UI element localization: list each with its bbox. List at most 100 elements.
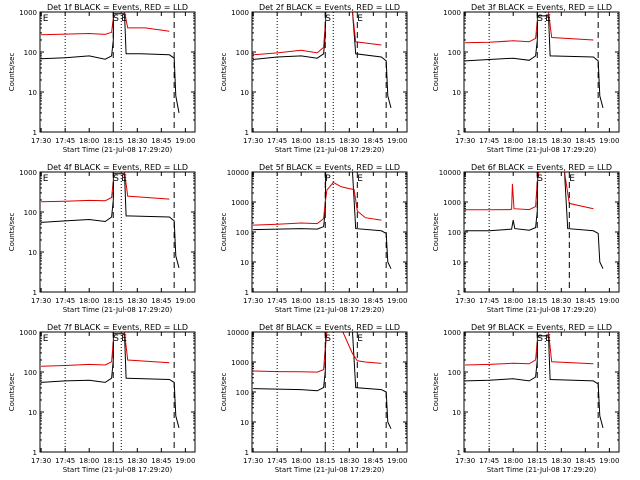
x-tick-label: 18:15 bbox=[103, 457, 123, 465]
x-tick-label: 18:30 bbox=[339, 137, 359, 145]
x-tick-label: 18:30 bbox=[127, 137, 147, 145]
phase-marker-label: E bbox=[121, 14, 127, 24]
panel-title: Det 6f BLACK = Events, RED = LLD bbox=[471, 163, 612, 172]
x-tick-label: 17:45 bbox=[267, 457, 287, 465]
plot-frame bbox=[251, 11, 408, 133]
y-tick-label: 1000 bbox=[443, 199, 461, 207]
x-tick-label: 18:30 bbox=[551, 457, 571, 465]
x-tick-label: 18:00 bbox=[291, 457, 311, 465]
x-tick-label: 18:30 bbox=[127, 297, 147, 305]
x-tick-label: 17:45 bbox=[267, 137, 287, 145]
y-tick-label: 1 bbox=[33, 129, 37, 137]
detector-panel-1: 1 10 100 1000 17:30 17:45 18:00 18:15 18:30 18:45… bbox=[8, 3, 196, 154]
phase-marker-label: E bbox=[357, 334, 363, 344]
y-tick-label: 100 bbox=[448, 229, 461, 237]
phase-marker-label: S bbox=[113, 14, 119, 24]
events-series-line bbox=[41, 333, 180, 429]
y-tick-label: 10 bbox=[452, 409, 461, 417]
y-axis-label: Counts/sec bbox=[8, 213, 16, 252]
phase-marker-label: E bbox=[121, 334, 127, 344]
plot-frame bbox=[463, 331, 620, 453]
x-tick-label: 17:45 bbox=[479, 297, 499, 305]
events-series-line bbox=[41, 13, 180, 113]
y-tick-label: 10000 bbox=[227, 169, 249, 177]
x-tick-label: 18:15 bbox=[103, 137, 123, 145]
x-tick-label: 19:00 bbox=[599, 137, 619, 145]
x-tick-label: 17:30 bbox=[31, 457, 51, 465]
x-tick-label: 18:15 bbox=[527, 457, 547, 465]
phase-marker-label: E bbox=[43, 334, 49, 344]
x-tick-label: 17:45 bbox=[267, 297, 287, 305]
x-tick-label: 17:30 bbox=[455, 137, 475, 145]
panel-title: Det 7f BLACK = Events, RED = LLD bbox=[47, 323, 188, 332]
x-tick-label: 18:15 bbox=[315, 457, 335, 465]
events-series-line bbox=[465, 172, 604, 269]
x-tick-label: 18:45 bbox=[363, 457, 383, 465]
x-tick-label: 17:30 bbox=[243, 297, 263, 305]
detector-panel-7: 1 10 100 1000 17:30 17:45 18:00 18:15 18:30 18:45… bbox=[8, 323, 196, 474]
lld-series-line bbox=[465, 172, 594, 211]
x-axis-label: Start Time (21-Jul-08 17:29:20) bbox=[487, 146, 597, 154]
y-axis-label: Counts/sec bbox=[8, 373, 16, 412]
x-tick-label: 17:30 bbox=[31, 137, 51, 145]
detector-panel-3: 1 10 100 1000 17:30 17:45 18:00 18:15 18:30 18:45… bbox=[432, 3, 620, 154]
x-tick-label: 17:30 bbox=[455, 297, 475, 305]
events-series-line bbox=[41, 173, 180, 269]
y-tick-label: 100 bbox=[236, 229, 249, 237]
phase-marker-label: E bbox=[121, 174, 127, 184]
x-axis-label: Start Time (21-Jul-08 17:29:20) bbox=[275, 466, 385, 474]
x-tick-label: 18:45 bbox=[575, 137, 595, 145]
y-tick-label: 1000 bbox=[443, 329, 461, 337]
phase-marker-label: E bbox=[357, 14, 363, 24]
panel-title: Det 9f BLACK = Events, RED = LLD bbox=[471, 323, 612, 332]
phase-marker-label: S bbox=[537, 174, 543, 184]
x-tick-label: 18:15 bbox=[527, 137, 547, 145]
x-tick-label: 18:00 bbox=[79, 137, 99, 145]
lld-series-line bbox=[41, 172, 170, 203]
y-tick-label: 100 bbox=[24, 369, 37, 377]
y-tick-label: 1 bbox=[245, 129, 249, 137]
plot-frame bbox=[251, 331, 408, 453]
y-tick-label: 1000 bbox=[231, 359, 249, 367]
x-tick-label: 17:45 bbox=[479, 457, 499, 465]
x-tick-label: 17:30 bbox=[243, 457, 263, 465]
x-axis-label: Start Time (21-Jul-08 17:29:20) bbox=[487, 466, 597, 474]
phase-marker-label: E bbox=[43, 14, 49, 24]
x-tick-label: 19:00 bbox=[175, 457, 195, 465]
y-tick-label: 1 bbox=[33, 289, 37, 297]
y-axis-label: Counts/sec bbox=[220, 213, 228, 252]
x-tick-label: 18:30 bbox=[551, 137, 571, 145]
phase-marker-label: E bbox=[569, 174, 575, 184]
y-tick-label: 100 bbox=[236, 49, 249, 57]
phase-marker-label: S bbox=[537, 334, 543, 344]
x-tick-label: 18:45 bbox=[151, 137, 171, 145]
phase-marker-label: E bbox=[357, 174, 363, 184]
y-tick-label: 10 bbox=[240, 89, 249, 97]
x-tick-label: 18:00 bbox=[79, 457, 99, 465]
y-tick-label: 1 bbox=[245, 289, 249, 297]
y-tick-label: 100 bbox=[448, 369, 461, 377]
x-axis-label: Start Time (21-Jul-08 17:29:20) bbox=[275, 146, 385, 154]
x-tick-label: 19:00 bbox=[387, 137, 407, 145]
detector-panel-5: 1 10 100 1000 10000 17:30 17:45 18:00 18:15 18:30… bbox=[220, 163, 408, 314]
y-tick-label: 10 bbox=[452, 259, 461, 267]
x-tick-label: 18:00 bbox=[503, 457, 523, 465]
x-tick-label: 17:45 bbox=[55, 137, 75, 145]
detector-panel-8: 1 10 100 1000 10000 17:30 17:45 18:00 18:15 18:30… bbox=[220, 323, 408, 474]
plot-frame bbox=[463, 11, 620, 133]
x-tick-label: 18:45 bbox=[151, 297, 171, 305]
x-tick-label: 18:30 bbox=[339, 457, 359, 465]
phase-marker-label: P bbox=[325, 174, 331, 184]
y-tick-label: 1 bbox=[245, 449, 249, 457]
x-tick-label: 18:45 bbox=[151, 457, 171, 465]
events-series-line bbox=[465, 15, 604, 109]
x-tick-label: 18:45 bbox=[575, 297, 595, 305]
y-tick-label: 1 bbox=[457, 129, 461, 137]
y-tick-label: 10 bbox=[240, 259, 249, 267]
y-tick-label: 100 bbox=[24, 49, 37, 57]
x-tick-label: 18:45 bbox=[363, 297, 383, 305]
phase-marker-label: E bbox=[545, 14, 551, 24]
lld-series-line bbox=[465, 12, 594, 44]
x-tick-label: 19:00 bbox=[599, 297, 619, 305]
plot-frame bbox=[39, 171, 196, 293]
